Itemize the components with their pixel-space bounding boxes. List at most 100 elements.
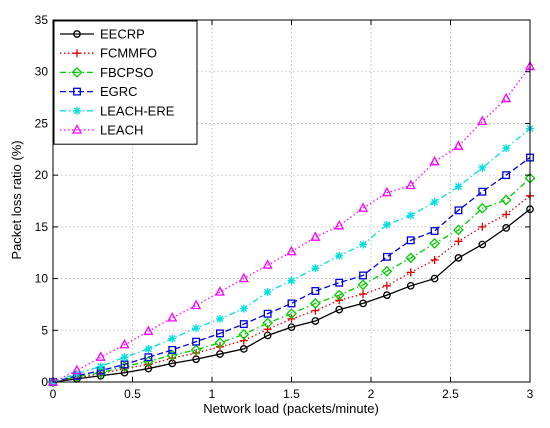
data-point-egrc <box>406 236 415 245</box>
data-point-leach <box>167 311 178 322</box>
legend-item-eecrp: EECRP <box>60 27 145 42</box>
y-tick-label: 5 <box>41 323 48 337</box>
data-point-fbcpso <box>381 265 393 277</box>
data-point-leach-ere <box>406 211 415 220</box>
series-line-eecrp <box>52 208 531 383</box>
data-point-leach-ere <box>454 182 463 191</box>
x-tick-label: 1.5 <box>283 387 300 401</box>
data-point-leach-ere <box>478 163 487 172</box>
data-point-egrc <box>478 187 487 196</box>
data-point-eecrp <box>335 305 344 314</box>
data-point-leach-ere <box>239 304 248 313</box>
legend-label-leach: LEACH <box>100 123 143 138</box>
data-point-leach <box>119 338 130 349</box>
data-point-fbcpso <box>476 202 488 214</box>
data-point-leach <box>381 186 392 197</box>
data-point-eecrp <box>239 345 248 353</box>
data-point-leach <box>191 299 202 310</box>
y-tick-label: 30 <box>35 65 49 79</box>
series-line-egrc <box>52 157 531 383</box>
legend-marker-eecrp <box>73 30 81 38</box>
data-point-egrc <box>192 337 201 346</box>
data-point-fbcpso <box>429 237 441 249</box>
data-point-eecrp <box>430 274 439 283</box>
data-point-fbcpso <box>453 224 464 236</box>
data-point-leach <box>286 245 297 256</box>
data-point-egrc <box>502 171 511 180</box>
data-point-fcmmfo <box>359 290 368 299</box>
data-point-fcmmfo <box>239 336 248 345</box>
legend-item-fcmmfo: FCMMFO <box>60 46 157 61</box>
data-point-egrc <box>215 329 224 338</box>
y-tick-label: 15 <box>35 220 49 234</box>
legend-box <box>53 20 198 145</box>
data-point-fbcpso <box>214 337 226 349</box>
data-point-fcmmfo <box>454 237 463 246</box>
data-point-eecrp <box>478 240 487 249</box>
x-tick-label: 0 <box>50 387 57 401</box>
data-point-eecrp <box>383 291 391 299</box>
y-axis-label: Packet loss ratio (%) <box>9 140 24 259</box>
series-line-fcmmfo <box>52 195 531 383</box>
data-point-leach-ere <box>192 324 201 333</box>
data-point-leach <box>47 376 59 386</box>
data-point-egrc <box>430 227 439 235</box>
y-tick-label: 25 <box>35 116 49 130</box>
data-point-egrc <box>454 206 463 215</box>
legend: EECRP FCMMFO FBCPSO EGRC LEACH-ERE LEACH <box>53 20 198 145</box>
data-point-leach-ere <box>168 334 177 343</box>
data-point-fbcpso <box>309 297 321 309</box>
data-point-leach <box>429 155 440 166</box>
series-group <box>47 60 536 388</box>
data-point-leach <box>71 364 82 375</box>
data-point-fcmmfo <box>263 325 272 334</box>
data-point-leach-ere <box>382 220 391 229</box>
legend-item-leach-ere: LEACH-ERE <box>60 103 175 118</box>
x-tick-label: 0.5 <box>124 387 141 401</box>
data-point-leach <box>357 202 369 212</box>
data-point-leach <box>453 140 464 150</box>
data-point-fcmmfo <box>502 210 511 219</box>
data-point-egrc <box>239 320 248 329</box>
legend-marker-leach-ere <box>73 106 81 115</box>
data-point-fcmmfo <box>478 222 487 231</box>
data-point-leach-ere <box>335 251 344 260</box>
data-point-leach-ere <box>287 276 296 285</box>
data-point-leach <box>405 179 416 190</box>
data-point-fbcpso <box>190 344 202 356</box>
x-tick-label: 2.5 <box>442 387 459 401</box>
data-point-leach <box>334 219 345 230</box>
data-point-leach-ere <box>144 344 153 353</box>
data-point-fcmmfo <box>382 281 391 290</box>
data-point-leach <box>310 231 321 241</box>
y-tick-label: 10 <box>35 272 49 286</box>
legend-marker-leach <box>71 124 83 134</box>
data-point-fbcpso <box>357 279 369 291</box>
legend-label-leach-ere: LEACH-ERE <box>100 103 175 118</box>
data-point-eecrp <box>287 323 296 332</box>
data-point-leach <box>477 115 488 126</box>
legend-marker-egrc <box>73 87 81 96</box>
data-point-eecrp <box>311 317 320 325</box>
data-point-leach-ere <box>263 288 272 297</box>
legend-item-leach: LEACH <box>60 123 143 138</box>
x-tick-label: 1 <box>209 387 216 401</box>
legend-marker-fcmmfo <box>73 49 81 58</box>
data-point-eecrp <box>406 281 415 290</box>
data-point-leach-ere <box>120 353 129 362</box>
x-tick-label: 2 <box>368 387 375 401</box>
data-point-leach-ere <box>96 362 105 371</box>
data-point-fbcpso <box>333 289 345 301</box>
data-point-leach <box>262 259 273 269</box>
legend-marker-fbcpso <box>71 66 83 78</box>
legend-label-fbcpso: FBCPSO <box>100 65 153 80</box>
x-axis-label: Network load (packets/minute) <box>203 401 379 416</box>
y-tick-label: 20 <box>35 168 49 182</box>
series-leach <box>47 60 536 386</box>
x-tick-label: 3 <box>527 387 534 401</box>
data-point-egrc <box>359 271 367 280</box>
data-point-fbcpso <box>405 252 417 264</box>
data-point-leach <box>238 272 249 283</box>
data-point-egrc <box>311 287 320 295</box>
